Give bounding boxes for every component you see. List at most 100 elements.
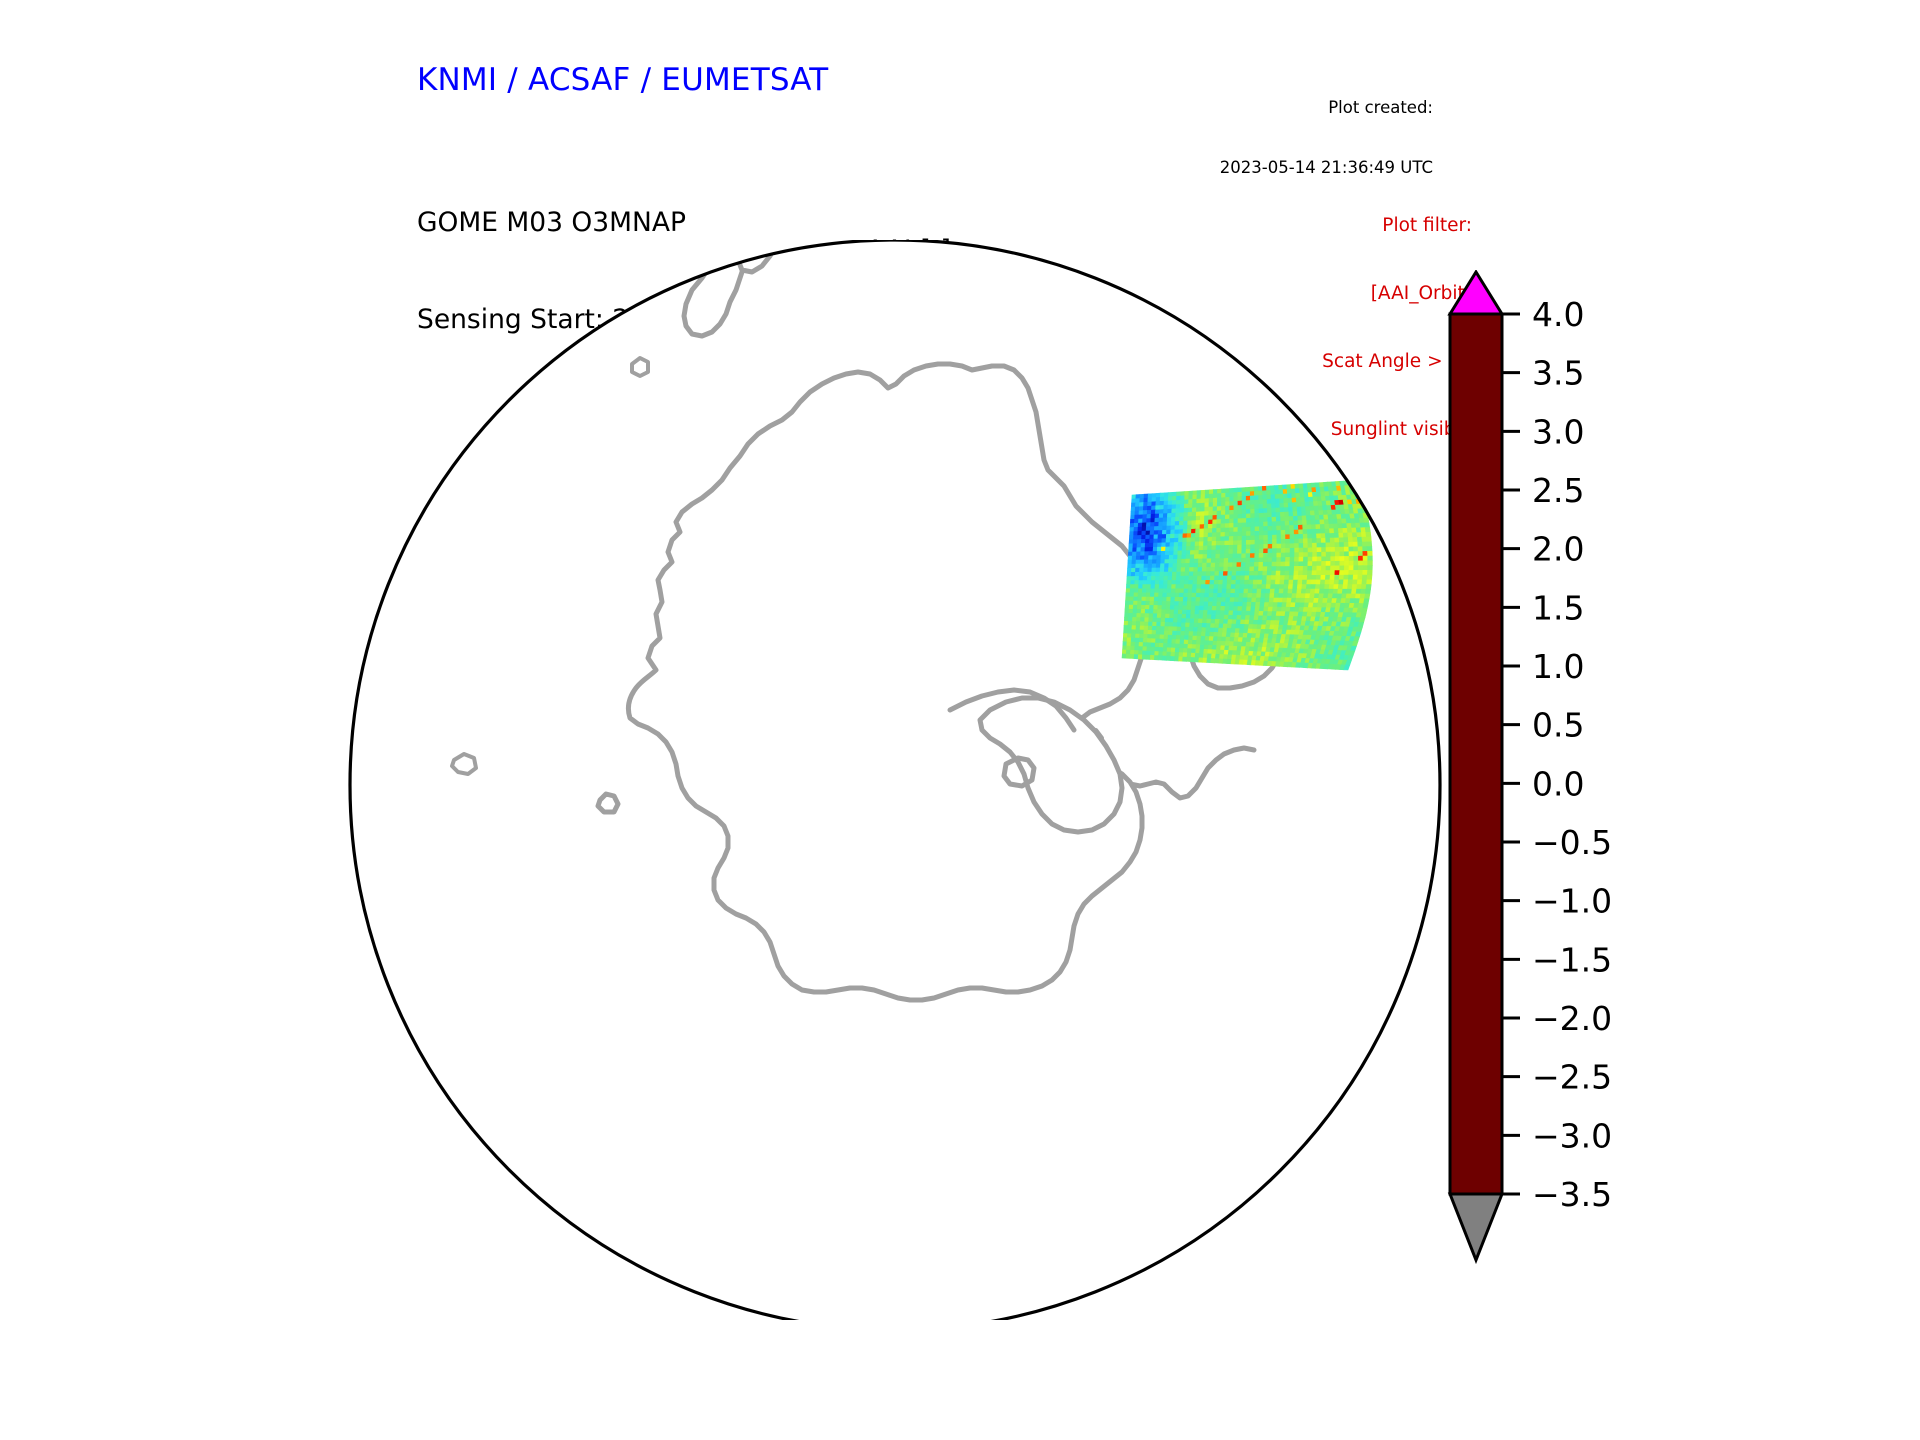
plot-filter-line-0: [AAI_Orbit] (1370, 282, 1472, 304)
colorbar-tick-label: −1.5 (1532, 940, 1612, 979)
swath-pixel (1323, 519, 1330, 525)
swath-pixel (1263, 543, 1269, 550)
swath-pixel (1164, 550, 1170, 556)
swath-pixel (1271, 516, 1277, 523)
swath-pixel (1192, 580, 1198, 585)
swath-pixel (1302, 533, 1309, 540)
swath-pixel (1219, 553, 1225, 559)
swath-pixel (1293, 524, 1299, 531)
swath-pixel (1160, 617, 1166, 623)
swath-pixel (1231, 571, 1237, 577)
swath-pixel (1217, 493, 1222, 499)
swath-pixel (1288, 511, 1294, 517)
swath-pixel (1330, 542, 1336, 548)
swath-pixel (1285, 552, 1291, 558)
swath-pixel (1220, 601, 1226, 607)
swath-pixel (1215, 549, 1221, 555)
colorbar-ticks: 4.03.53.02.52.01.51.00.50.0−0.5−1.0−1.5−… (1502, 295, 1612, 1214)
swath-pixel (1193, 622, 1199, 628)
swath-pixel (1228, 531, 1234, 537)
swath-pixel (1182, 524, 1188, 530)
swath-pixel (1152, 555, 1158, 561)
swath-pixel (1206, 566, 1212, 573)
swath-pixel (1278, 493, 1284, 500)
swath-pixel (1131, 621, 1137, 627)
swath-pixel (1280, 557, 1286, 563)
swath-pixel (1143, 563, 1149, 569)
swath-pixel (1249, 571, 1255, 576)
swath-pixel (1233, 514, 1239, 520)
swath-pixel (1228, 544, 1234, 551)
swath-pixel (1286, 488, 1292, 495)
swath-pixel (1218, 623, 1224, 629)
organisation-title: KNMI / ACSAF / EUMETSAT (417, 62, 829, 98)
swath-pixel (1229, 592, 1236, 598)
swath-pixel (1267, 552, 1273, 559)
swath-pixel (1210, 571, 1216, 577)
swath-pixel (1163, 571, 1169, 577)
swath-pixel (1259, 526, 1265, 532)
swath-pixel (1208, 489, 1214, 495)
swath-pixel (1184, 571, 1190, 577)
swath-pixel (1271, 503, 1277, 509)
swath-pixel (1204, 584, 1211, 590)
swath-pixel (1180, 495, 1186, 501)
swath-pixel (1233, 531, 1239, 537)
swath-pixel (1292, 579, 1299, 585)
swath-pixel (1195, 528, 1201, 534)
swath-pixel (1216, 597, 1223, 603)
swath-pixel (1189, 550, 1196, 556)
swath-pixel (1211, 545, 1217, 551)
swath-pixel (1335, 551, 1341, 557)
swath-pixel (1341, 523, 1348, 529)
swath-pixel (1274, 584, 1281, 590)
swath-pixel (1211, 532, 1217, 538)
swath-pixel (1181, 550, 1187, 556)
swath-pixel (1279, 498, 1285, 504)
swath-pixel (1287, 584, 1294, 590)
swath-pixel (1177, 546, 1183, 552)
swath-pixel (1291, 593, 1298, 599)
swath-pixel (1155, 501, 1161, 507)
swath-pixel (1243, 584, 1250, 590)
swath-pixel (1138, 510, 1144, 516)
swath-pixel (1288, 575, 1295, 581)
swath-pixel (1179, 512, 1185, 518)
swath-pixel (1266, 575, 1272, 581)
swath-pixel (1153, 601, 1159, 606)
swath-pixel (1177, 609, 1183, 615)
swath-pixel (1195, 515, 1201, 521)
swath-pixel (1145, 534, 1151, 540)
swath-pixel (1203, 523, 1209, 530)
swath-pixel (1149, 596, 1155, 602)
swath-pixel (1225, 518, 1230, 525)
swath-pixel (1143, 633, 1149, 639)
swath-pixel (1178, 605, 1184, 611)
swath-pixel (1144, 613, 1150, 619)
swath-pixel (1142, 642, 1148, 648)
swath-pixel (1128, 539, 1134, 545)
swath-pixel (1258, 552, 1264, 559)
swath-pixel (1241, 548, 1247, 555)
swath-pixel (1204, 498, 1210, 504)
swath-pixel (1181, 609, 1188, 615)
swath-pixel (1166, 529, 1172, 535)
swath-pixel (1254, 508, 1260, 514)
swath-pixel (1199, 532, 1205, 538)
swath-pixel (1245, 509, 1251, 515)
swath-pixel (1285, 529, 1291, 536)
swath-pixel (1216, 510, 1222, 516)
swath-pixel (1197, 567, 1203, 573)
swath-pixel (1222, 579, 1228, 585)
swath-pixel (1182, 596, 1189, 602)
swath-pixel (1195, 640, 1202, 646)
swath-pixel (1252, 588, 1258, 594)
swath-pixel (1347, 532, 1354, 538)
swath-pixel (1245, 500, 1251, 506)
swath-pixel (1265, 588, 1271, 594)
swath-pixel (1159, 492, 1165, 498)
swath-pixel (1150, 509, 1156, 515)
polar-map (330, 240, 1460, 1320)
colorbar: 4.0 3.5 3.0 2.5 2.0 1.5 1.0 0.5 0.0 −0.5 −1.0 −1.5−… (1440, 270, 1680, 1330)
swath-pixel (1178, 656, 1184, 662)
